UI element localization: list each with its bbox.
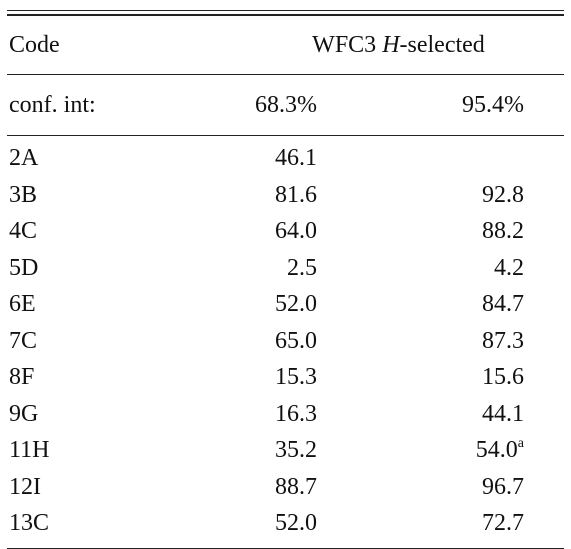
row-code: 3B <box>9 181 38 208</box>
subheader-row: conf. int: 68.3% 95.4% <box>7 75 564 135</box>
row-code: 8F <box>9 364 35 391</box>
row-code: 7C <box>9 327 38 354</box>
row-ci68: 15.3 <box>275 364 317 391</box>
subheader-rule <box>7 134 564 137</box>
row-ci68: 52.0 <box>275 510 317 537</box>
table-row: 8F 15.3 15.6 <box>7 359 564 396</box>
table-row: 13C 52.0 72.7 <box>7 505 564 542</box>
row-ci68: 65.0 <box>275 327 317 354</box>
row-ci95: 72.7 <box>317 505 564 542</box>
table-row: 5D 2.5 4.2 <box>7 250 564 287</box>
table-row: 2A 46.1 <box>7 136 564 177</box>
table-row: 6E 52.0 84.7 <box>7 286 564 323</box>
results-table: Code WFC3 H-selected conf. int: 68.3% 95… <box>7 10 564 549</box>
ci-95-header: 95.4% <box>462 91 524 118</box>
table-row: 9G 16.3 44.1 <box>7 396 564 433</box>
row-code: 9G <box>9 400 39 427</box>
row-ci95-value: 72.7 <box>482 510 524 537</box>
row-code: 5D <box>9 254 39 281</box>
row-ci95-value: 15.6 <box>482 364 524 391</box>
row-ci95-value: 88.2 <box>482 218 524 245</box>
header-instrument-band: WFC3 H-selected <box>189 16 564 74</box>
row-ci95-value: 96.7 <box>482 473 524 500</box>
header-row: Code WFC3 H-selected <box>7 16 564 74</box>
top-rule-2 <box>7 14 564 16</box>
row-ci95-value: 92.8 <box>482 181 524 208</box>
selected-suffix: -selected <box>399 31 485 58</box>
header-rule <box>7 73 564 75</box>
row-ci95-value: 84.7 <box>482 291 524 318</box>
row-ci68: 52.0 <box>275 291 317 318</box>
row-ci68: 88.7 <box>275 473 317 500</box>
row-ci95-value: 54.0 <box>475 437 518 464</box>
table-row: 11H 35.2 54.0a <box>7 432 564 469</box>
data-table: 2A 46.1 3B 81.6 92.8 4C 64.0 88.2 5D 2.5 4.2 6E 52.0… <box>7 136 564 542</box>
table-row: 7C 65.0 87.3 <box>7 323 564 360</box>
header-code: Code <box>9 31 60 58</box>
row-code: 2A <box>9 145 39 172</box>
row-ci95-value: 4.2 <box>494 254 524 281</box>
row-code: 4C <box>9 218 38 245</box>
row-ci68: 16.3 <box>275 400 317 427</box>
row-ci68: 81.6 <box>275 181 317 208</box>
row-ci95: 44.1 <box>317 396 564 433</box>
table-row: 4C 64.0 88.2 <box>7 213 564 250</box>
table-body: 2A 46.1 3B 81.6 92.8 4C 64.0 88.2 5D 2.5 4.2 6E 52.0… <box>7 136 564 542</box>
row-ci95-value: 87.3 <box>482 327 524 354</box>
row-ci68: 35.2 <box>275 437 317 464</box>
row-ci95: 4.2 <box>317 250 564 287</box>
row-ci95: 96.7 <box>317 469 564 506</box>
ci-68-header: 68.3% <box>255 91 317 118</box>
row-ci95: 87.3 <box>317 323 564 360</box>
row-ci95: 92.8 <box>317 177 564 214</box>
footnote-marker: a <box>517 436 524 452</box>
top-rule-1 <box>7 10 564 12</box>
row-ci95: 88.2 <box>317 213 564 250</box>
row-ci68: 2.5 <box>287 254 317 281</box>
row-ci68: 46.1 <box>275 145 317 172</box>
row-ci95 <box>317 136 564 177</box>
instrument-label: WFC3 <box>312 31 377 58</box>
conf-int-label: conf. int: <box>9 91 96 118</box>
row-code: 12I <box>9 473 41 500</box>
row-ci95-value: 44.1 <box>482 400 524 427</box>
table-row: 3B 81.6 92.8 <box>7 177 564 214</box>
subheader-table: conf. int: 68.3% 95.4% <box>7 75 564 135</box>
row-code: 13C <box>9 510 50 537</box>
row-ci95: 15.6 <box>317 359 564 396</box>
row-code: 11H <box>9 437 50 464</box>
row-code: 6E <box>9 291 36 318</box>
table-row: 12I 88.7 96.7 <box>7 469 564 506</box>
row-ci95: 54.0a <box>317 432 564 469</box>
row-ci95: 84.7 <box>317 286 564 323</box>
row-ci68: 64.0 <box>275 218 317 245</box>
confidence-table: Code WFC3 H-selected <box>7 16 564 74</box>
band-label: H <box>382 31 400 58</box>
